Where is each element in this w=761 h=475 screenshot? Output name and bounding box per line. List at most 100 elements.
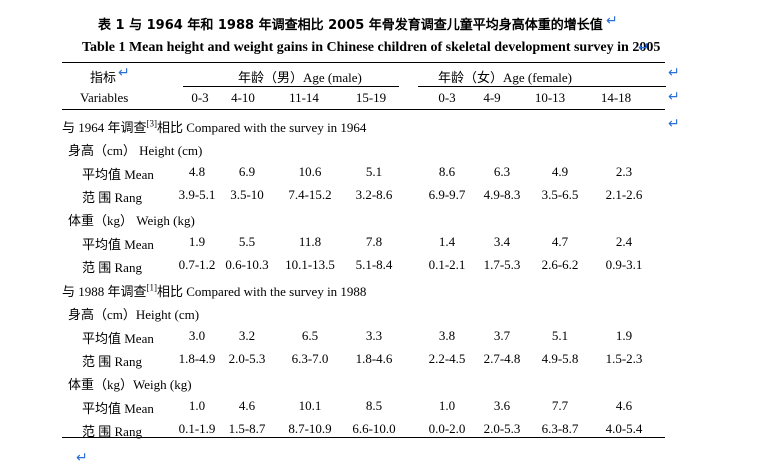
table-cell: 3.5-6.5	[541, 187, 579, 202]
table-cell: 1.8-4.9	[178, 351, 216, 366]
table-cell: 3.3	[365, 328, 383, 343]
table-cell: 3.4	[493, 234, 511, 249]
group-label: 体重（kg） Weigh (kg)	[68, 213, 195, 228]
paragraph-mark-icon: ↵	[668, 65, 680, 81]
male-age-header: 15-19	[355, 90, 387, 105]
table-cell: 4.9-8.3	[483, 187, 521, 202]
table-cell: 5.1-8.4	[355, 257, 393, 272]
group-label: 身高（cm）Height (cm)	[68, 307, 200, 322]
table-cell: 7.4-15.2	[288, 187, 332, 202]
table-cell: 10.6	[298, 164, 322, 179]
table-cell: 3.5-10	[230, 187, 264, 202]
male-age-header: 11-14	[289, 90, 319, 105]
table-cell: 0.6-10.3	[225, 257, 269, 272]
table-cell: 6.3	[493, 164, 511, 179]
female-age-header: 14-18	[600, 90, 632, 105]
row-label: 范 围 Rang	[82, 424, 142, 439]
section-reference: [1]	[146, 282, 158, 293]
section-label-text: 相比 Compared with the survey in 1964	[157, 120, 367, 135]
paragraph-mark-icon: ↵	[118, 65, 130, 81]
male-group-rule	[183, 86, 399, 87]
paragraph-mark-icon: ↵	[606, 13, 618, 29]
row-label: 范 围 Rang	[82, 260, 142, 275]
female-age-header: 10-13	[534, 90, 566, 105]
table-cell: 6.9	[238, 164, 256, 179]
table-cell: 3.6	[493, 398, 511, 413]
table-cell: 2.6-6.2	[541, 257, 579, 272]
table-cell: 3.9-5.1	[178, 187, 216, 202]
row-label: 平均值 Mean	[82, 331, 154, 346]
table-cell: 5.1	[365, 164, 383, 179]
female-age-header: 4-9	[483, 90, 501, 105]
table-title-cn: 表 1 与 1964 年和 1988 年调查相比 2005 年骨发育调查儿童平均…	[98, 18, 603, 33]
table-cell: 8.5	[365, 398, 383, 413]
table-cell: 1.0	[438, 398, 456, 413]
section-label: 与 1988 年调查[1]相比 Compared with the survey…	[62, 281, 366, 300]
male-group-header: 年龄（男）Age (male)	[238, 70, 362, 85]
table-title-en: Table 1 Mean height and weight gains in …	[82, 40, 661, 55]
table-cell: 11.8	[298, 234, 322, 249]
table-cell: 10.1-13.5	[285, 257, 335, 272]
table-cell: 6.6-10.0	[352, 421, 396, 436]
table-cell: 8.6	[438, 164, 456, 179]
table-cell: 1.9	[188, 234, 206, 249]
table-cell: 1.5-8.7	[228, 421, 266, 436]
table-top-rule	[62, 62, 665, 63]
table-cell: 4.9-5.8	[541, 351, 579, 366]
table-cell: 2.0-5.3	[483, 421, 521, 436]
table-cell: 2.3	[615, 164, 633, 179]
table-cell: 3.2	[238, 328, 256, 343]
table-cell: 10.1	[298, 398, 322, 413]
table-cell: 7.8	[365, 234, 383, 249]
table-cell: 6.9-9.7	[428, 187, 466, 202]
paragraph-mark-icon: ↵	[668, 116, 680, 132]
female-age-header: 0-3	[438, 90, 456, 105]
male-age-header: 4-10	[231, 90, 255, 105]
table-cell: 1.5-2.3	[605, 351, 643, 366]
table-bottom-rule	[62, 437, 665, 438]
table-cell: 1.8-4.6	[355, 351, 393, 366]
female-group-header: 年龄（女）Age (female)	[438, 70, 572, 85]
section-reference: [3]	[146, 118, 158, 129]
table-cell: 2.2-4.5	[428, 351, 466, 366]
row-label: 范 围 Rang	[82, 190, 142, 205]
paragraph-mark-icon: ↵	[668, 89, 680, 105]
section-label-text: 与 1988 年调查	[62, 284, 147, 299]
table-cell: 4.6	[615, 398, 633, 413]
table-cell: 8.7-10.9	[288, 421, 332, 436]
table-cell: 1.0	[188, 398, 206, 413]
table-cell: 4.9	[551, 164, 569, 179]
group-label: 身高（cm） Height (cm)	[68, 143, 203, 158]
table-cell: 4.7	[551, 234, 569, 249]
table-cell: 2.4	[615, 234, 633, 249]
table-cell: 4.8	[188, 164, 206, 179]
section-label-text: 相比 Compared with the survey in 1988	[157, 284, 367, 299]
table-cell: 3.8	[438, 328, 456, 343]
indicator-cn-header: 指标	[90, 70, 117, 85]
table-cell: 4.0-5.4	[605, 421, 643, 436]
table-cell: 6.3-8.7	[541, 421, 579, 436]
table-cell: 5.1	[551, 328, 569, 343]
table-cell: 0.9-3.1	[605, 257, 643, 272]
table-cell: 2.1-2.6	[605, 187, 643, 202]
table-cell: 1.9	[615, 328, 633, 343]
table-cell: 3.7	[493, 328, 511, 343]
row-label: 平均值 Mean	[82, 401, 154, 416]
table-cell: 3.2-8.6	[355, 187, 393, 202]
row-label: 平均值 Mean	[82, 237, 154, 252]
variables-header: Variables	[80, 90, 129, 105]
header-bottom-rule	[62, 109, 665, 110]
table-cell: 0.1-1.9	[178, 421, 216, 436]
section-label-text: 与 1964 年调查	[62, 120, 147, 135]
table-cell: 0.0-2.0	[428, 421, 466, 436]
group-label: 体重（kg）Weigh (kg)	[68, 377, 192, 392]
table-cell: 7.7	[551, 398, 569, 413]
table-cell: 0.7-1.2	[178, 257, 216, 272]
table-cell: 1.7-5.3	[483, 257, 521, 272]
female-group-rule	[418, 86, 666, 87]
table-cell: 4.6	[238, 398, 256, 413]
paragraph-mark-icon: ↵	[638, 40, 650, 56]
table-cell: 3.0	[188, 328, 206, 343]
table-cell: 1.4	[438, 234, 456, 249]
table-cell: 6.3-7.0	[291, 351, 329, 366]
